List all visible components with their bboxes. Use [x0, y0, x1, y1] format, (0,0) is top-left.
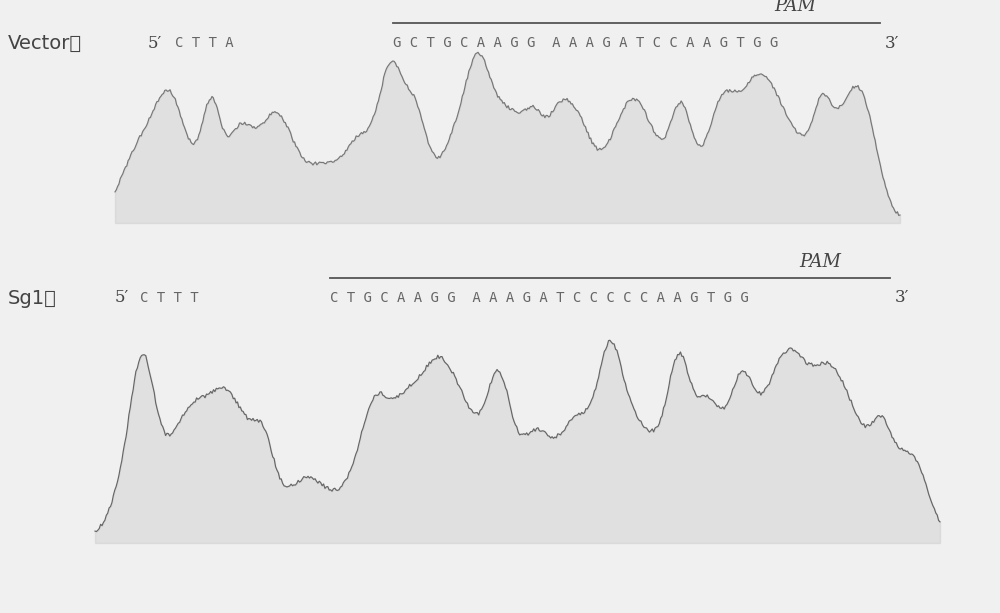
- Text: Sg1：: Sg1：: [8, 289, 57, 308]
- Text: 5′: 5′: [115, 289, 129, 306]
- Text: C T T A: C T T A: [175, 36, 234, 50]
- Text: C T G C A A G G  A A A G A T C C C C C A A G T G G: C T G C A A G G A A A G A T C C C C C A …: [330, 291, 749, 305]
- Text: 5′: 5′: [148, 34, 162, 51]
- Text: G C T G C A A G G  A A A G A T C C A A G T G G: G C T G C A A G G A A A G A T C C A A G …: [393, 36, 778, 50]
- Text: PAM: PAM: [799, 253, 841, 271]
- Text: 3′: 3′: [895, 289, 909, 306]
- Text: PAM: PAM: [774, 0, 816, 15]
- Text: C T T T: C T T T: [140, 291, 199, 305]
- Text: 3′: 3′: [885, 34, 899, 51]
- Text: Vector：: Vector：: [8, 34, 82, 53]
